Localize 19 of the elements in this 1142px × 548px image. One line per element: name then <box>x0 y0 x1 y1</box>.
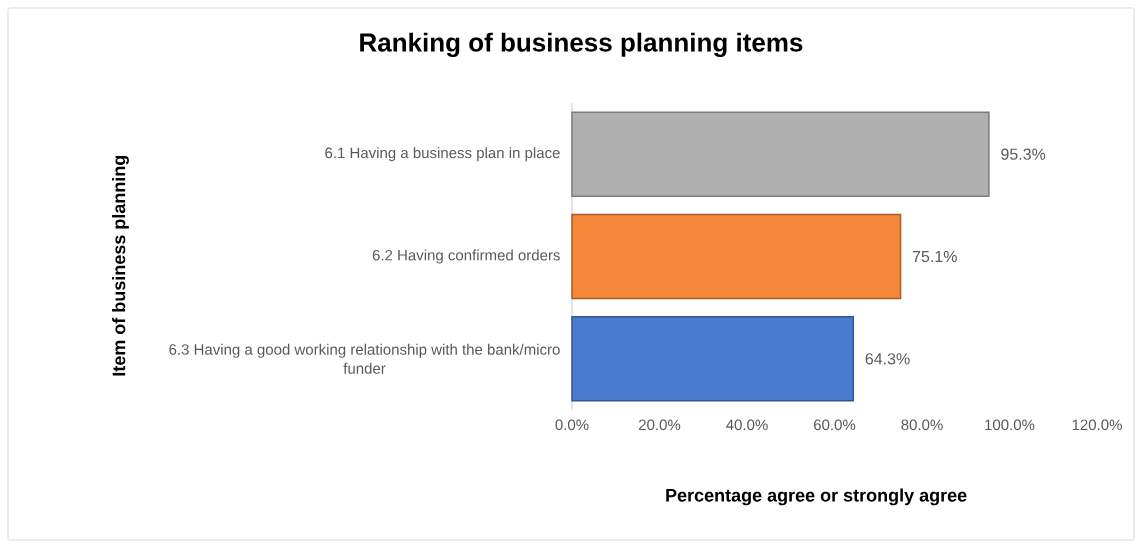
y-tick-label: 6.3 Having a good working relationship with the bank/micro funder <box>169 343 560 374</box>
x-tick-label: 60.0% <box>814 419 856 431</box>
x-tick-label: 80.0% <box>901 419 943 431</box>
data-label: 95.3% <box>1001 148 1046 160</box>
chart-title: Ranking of business planning items <box>360 32 803 57</box>
x-tick-label: 120.0% <box>1072 419 1122 431</box>
y-tick-label: 6.1 Having a business plan in place <box>325 147 560 162</box>
x-tick-label: 20.0% <box>638 419 681 431</box>
data-label: 64.3% <box>865 353 910 365</box>
bar <box>571 213 902 300</box>
bar <box>571 316 855 402</box>
x-tick-label: 40.0% <box>726 419 768 431</box>
y-tick-label: 6.2 Having confirmed orders <box>372 249 560 264</box>
x-axis-title: Percentage agree or strongly agree <box>666 488 967 506</box>
data-label: 75.1% <box>912 250 957 263</box>
y-axis-title: Item of business planning <box>112 155 129 376</box>
x-tick-label: 100.0% <box>985 419 1035 431</box>
x-tick-label: 0.0% <box>555 419 589 431</box>
bar <box>571 111 990 197</box>
